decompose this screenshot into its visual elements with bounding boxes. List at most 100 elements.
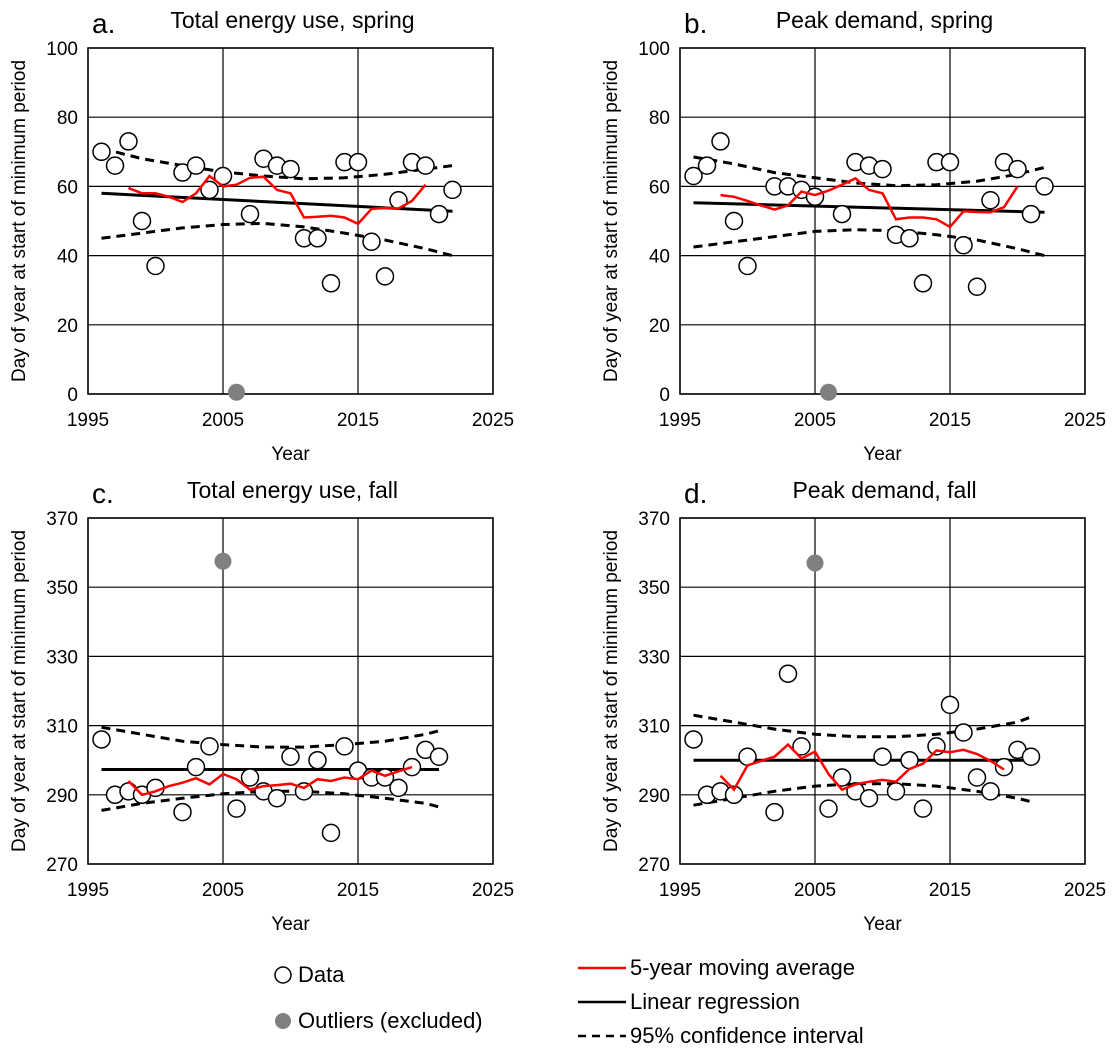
moving-average-line (720, 176, 1019, 229)
y-tick-label: 40 (649, 247, 670, 268)
y-tick-label: 80 (649, 108, 670, 129)
data-point (281, 747, 300, 766)
data-point (859, 789, 879, 808)
data-point (240, 204, 260, 224)
data-point (940, 152, 960, 172)
panel-letter: a. (92, 8, 115, 39)
y-tick-label: 270 (638, 855, 670, 876)
data-point (967, 277, 987, 296)
data-point (900, 229, 919, 248)
data-point (832, 768, 852, 787)
y-tick-label: 80 (57, 108, 78, 129)
data-point (92, 142, 111, 162)
legend-label-data: Data (298, 962, 345, 987)
x-tick-label: 1995 (67, 880, 109, 901)
y-tick-label: 350 (638, 578, 670, 599)
ci-upper-line (101, 146, 453, 181)
ci-lower-line (693, 228, 1045, 258)
data-point (1035, 177, 1054, 196)
y-axis-label: Day of year at start of minimum period (9, 530, 30, 852)
data-point (173, 802, 192, 822)
y-tick-label: 290 (46, 786, 78, 807)
legend-item-regression: Linear regression (578, 989, 800, 1015)
data-point (375, 267, 395, 286)
data-point (778, 664, 798, 683)
x-tick-label: 2015 (337, 880, 379, 901)
data-point (697, 156, 717, 175)
data-point (711, 132, 730, 151)
legend-item-data: Data (272, 962, 344, 988)
data-point (416, 156, 435, 175)
x-tick-label: 2015 (337, 410, 379, 431)
data-point (362, 232, 381, 252)
plot-frame (87, 517, 494, 865)
data-point (724, 785, 744, 805)
moving-average-line (719, 742, 1005, 792)
chart-title: Peak demand, spring (776, 7, 993, 33)
chart-svg: 1995 2005 2015 2025 0 20 40 60 80 100 Year Day of y… (9, 7, 514, 465)
data-point (765, 802, 784, 822)
data-point (321, 274, 341, 293)
data-point (873, 159, 892, 179)
data-point (213, 166, 233, 186)
x-axis-label: Year (863, 914, 902, 935)
moving-average-line-icon (578, 966, 626, 970)
y-tick-label: 370 (638, 509, 670, 530)
x-tick-label: 1995 (659, 410, 701, 431)
y-tick-label: 330 (46, 647, 78, 668)
data-point (805, 187, 825, 207)
data-point (119, 132, 138, 151)
x-tick-label: 1995 (659, 880, 701, 901)
x-tick-label: 2015 (929, 880, 971, 901)
y-tick-label: 270 (46, 855, 78, 876)
data-point (886, 782, 906, 801)
panel-letter: b. (684, 8, 707, 39)
data-point (940, 695, 960, 715)
ci-lower-line (101, 221, 453, 258)
data-point (684, 166, 703, 186)
panel-a: 1995 2005 2015 2025 0 20 40 60 80 100 Year Day of y… (0, 0, 560, 480)
data-point (967, 768, 987, 787)
data-point (186, 156, 206, 175)
y-tick-label: 20 (649, 316, 670, 337)
legend-label-moving-average: 5-year moving average (630, 955, 856, 980)
chart-svg: 1995 2005 2015 2025 270 290 310 330 350 370 Year Da… (601, 477, 1106, 935)
data-point (321, 823, 341, 843)
legend-item-moving-average: 5-year moving average (578, 955, 855, 981)
x-tick-label: 1995 (67, 410, 109, 431)
x-tick-label: 2005 (794, 880, 836, 901)
data-point (913, 274, 933, 293)
y-tick-label: 20 (57, 316, 78, 337)
outlier-marker-icon (275, 1013, 291, 1029)
data-point (873, 747, 892, 766)
chart-title: Total energy use, fall (187, 477, 398, 503)
data-point (132, 211, 152, 231)
y-axis-label: Day of year at start of minimum period (9, 60, 30, 382)
plot-frame (87, 47, 494, 395)
data-point (281, 159, 300, 179)
ci-upper-line (693, 713, 1032, 739)
y-tick-label: 310 (638, 717, 670, 738)
data-point (240, 768, 260, 787)
data-point (429, 747, 449, 766)
data-point (1008, 159, 1027, 179)
data-point (954, 723, 973, 742)
y-axis-label: Day of year at start of minimum period (601, 530, 622, 852)
panel-letter: d. (684, 478, 707, 509)
legend-label-outliers: Outliers (excluded) (298, 1008, 483, 1033)
chart-title: Total energy use, spring (170, 7, 414, 33)
outlier-point (214, 552, 232, 570)
y-tick-label: 330 (638, 647, 670, 668)
x-tick-label: 2025 (472, 880, 514, 901)
y-tick-label: 310 (46, 717, 78, 738)
plot-frame (679, 47, 1086, 395)
x-axis-label: Year (271, 914, 310, 935)
x-tick-label: 2005 (202, 410, 244, 431)
panel-d: 1995 2005 2015 2025 270 290 310 330 350 370 Year Da… (592, 470, 1120, 950)
data-point (429, 204, 449, 224)
regression-line (693, 201, 1045, 214)
confidence-line-icon (578, 1034, 626, 1038)
y-tick-label: 60 (57, 177, 78, 198)
legend-label-regression: Linear regression (630, 989, 800, 1014)
